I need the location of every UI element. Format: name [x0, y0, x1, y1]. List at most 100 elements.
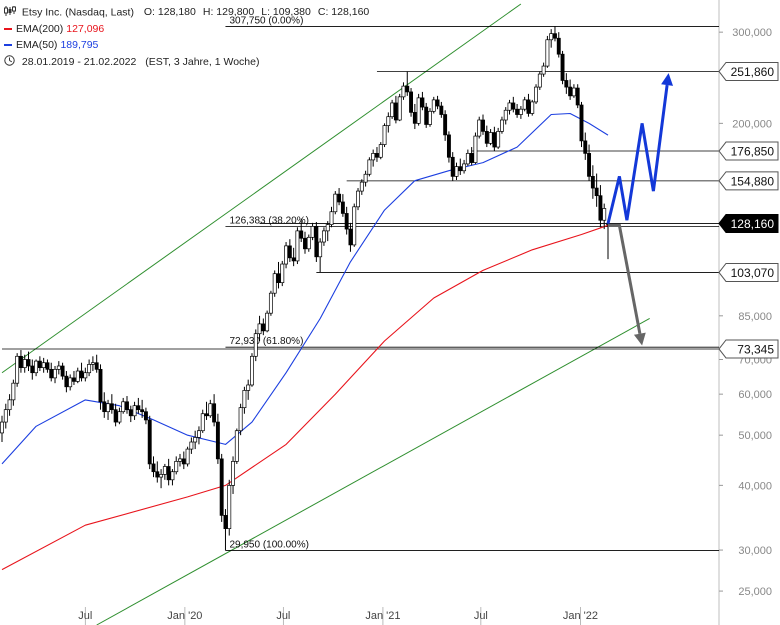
candle-body [507, 102, 512, 111]
candle-body [556, 37, 561, 55]
candle [87, 359, 92, 377]
y-tick-label: 60,000 [738, 389, 772, 401]
candle-body [530, 101, 535, 114]
candle [333, 191, 338, 215]
candle [72, 371, 76, 385]
date-range: 28.01.2019 - 21.02.2022 [21, 55, 137, 68]
candle [49, 362, 54, 382]
candle [306, 234, 311, 252]
candle-body [83, 372, 88, 379]
candle [268, 290, 273, 316]
scenario-arrows [606, 73, 674, 346]
candle-body [337, 193, 342, 203]
candle-body [511, 102, 516, 110]
candle [121, 397, 126, 414]
moving-averages [1, 112, 609, 571]
price-box: 103,070 [718, 262, 779, 282]
candle [503, 107, 508, 125]
candle-body [143, 411, 148, 421]
candle [496, 127, 501, 149]
candle-body [75, 370, 80, 382]
candle [117, 407, 122, 425]
y-tick-label: 85,000 [738, 311, 772, 323]
instrument-title: Etsy Inc. (Nasdaq, Last) [21, 6, 134, 19]
candle-body [303, 237, 307, 250]
candle [454, 162, 459, 180]
candle [162, 463, 167, 480]
candle-body [250, 355, 254, 386]
candle-body [443, 114, 448, 136]
candle [53, 366, 57, 384]
candle-body [268, 292, 273, 314]
candle-body [41, 362, 46, 369]
price-box-shape [718, 61, 779, 81]
candle-body [310, 226, 315, 238]
candle-body [439, 105, 444, 115]
candle-body [518, 108, 523, 115]
candle [109, 394, 114, 414]
candle-body [49, 368, 54, 379]
candle [329, 206, 334, 228]
candle-body [318, 241, 323, 258]
fib-label-2: 72,930 (61.80%) [229, 336, 303, 347]
candle [68, 374, 73, 391]
candle-body [30, 365, 35, 374]
candle-body [94, 362, 99, 370]
candle-body [185, 448, 190, 465]
candle [223, 509, 228, 551]
candle-body [545, 39, 550, 67]
candle-body [280, 263, 285, 284]
candlestick-icon [4, 6, 16, 19]
candle [132, 401, 137, 420]
candle-body [416, 97, 421, 124]
candle-body [132, 405, 137, 417]
legend-ema50: EMA(50) 189,795 [4, 39, 98, 51]
candle [545, 35, 550, 68]
candle-body [390, 102, 395, 118]
candle [234, 428, 239, 464]
candle [166, 458, 171, 486]
candle-body [409, 91, 414, 113]
candle [462, 159, 467, 174]
candle [507, 99, 512, 115]
candle [397, 93, 402, 122]
candle [90, 356, 95, 372]
price-box-label: 73,345 [737, 342, 774, 356]
candle-body [473, 135, 478, 163]
candle-body [136, 405, 141, 411]
candle-body [11, 382, 16, 401]
candle [15, 353, 20, 387]
x-tick-label: Jan '21 [365, 610, 400, 622]
candle-body [45, 362, 50, 370]
candle [481, 114, 485, 135]
candle-body [571, 87, 576, 97]
ema50-label: EMA(50) [16, 39, 58, 51]
candle-body [284, 245, 289, 265]
candle [500, 116, 504, 134]
price-box-shape [718, 141, 779, 161]
candle-body [215, 421, 220, 460]
candle-body [526, 99, 531, 114]
candle-body [295, 230, 300, 262]
candle-body [128, 409, 133, 417]
candle-body [405, 85, 410, 93]
candle [159, 469, 164, 489]
candle-body [465, 153, 470, 165]
candle [579, 101, 584, 148]
candle-body [242, 390, 247, 409]
candle-body [26, 359, 31, 367]
candle-body [348, 228, 353, 246]
candle [325, 221, 330, 242]
candle-body [446, 134, 451, 158]
candle-body [579, 104, 584, 142]
price-box-label: 176,850 [731, 145, 775, 159]
candle [147, 415, 152, 470]
candle [113, 403, 118, 427]
price-box-shape [718, 262, 779, 282]
candle [181, 451, 186, 470]
price-box: 154,880 [718, 171, 779, 191]
candle [41, 357, 46, 373]
candle-body [454, 166, 459, 177]
y-tick-label: 25,000 [738, 586, 772, 598]
